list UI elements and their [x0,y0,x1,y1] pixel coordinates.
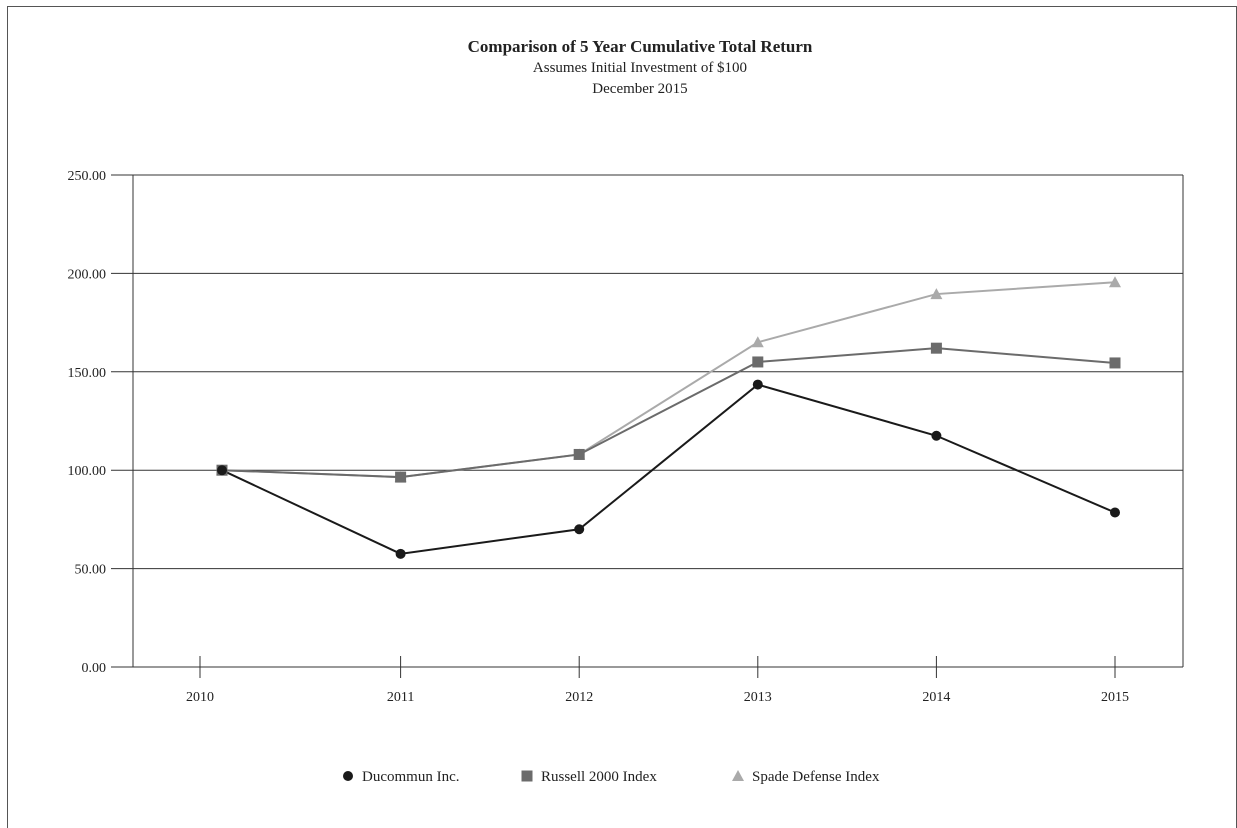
legend-marker [732,770,744,781]
series-line [221,281,1116,479]
chart-subtitle: Assumes Initial Investment of $100 [533,60,747,76]
x-tick-label: 2010 [186,690,214,705]
x-tick-label: 2012 [565,690,593,705]
y-tick-label: 200.00 [68,267,107,282]
series-line [221,347,1116,479]
data-point [931,430,942,441]
data-point [573,448,585,460]
data-point [1109,276,1121,288]
grid-lines [111,174,1183,668]
data-point [217,465,227,476]
data-point [752,379,763,390]
legend-label: Ducommun Inc. [362,769,459,785]
legend-label: Russell 2000 Index [541,769,657,785]
data-point [930,288,943,300]
chart-subtitle-date: December 2015 [592,81,687,97]
series-line [221,383,1116,555]
data-point [395,548,406,559]
x-tick-label: 2015 [1101,690,1129,705]
x-tick-label: 2013 [744,690,772,705]
data-point [751,336,764,348]
y-tick-label: 50.00 [75,563,107,578]
legend-marker [521,770,533,782]
y-tick-label: 150.00 [68,366,107,381]
series-lines [216,276,1121,559]
y-tick-label: 100.00 [68,464,107,479]
axes: 0.00 50.00 100.00 150.00 200.00 250.00 2010 201… [68,169,1184,705]
data-point [395,471,407,483]
x-tick-label: 2011 [387,690,414,705]
legend-label: Spade Defense Index [752,769,880,785]
legend-marker [343,771,353,781]
data-point [1110,507,1120,518]
data-point [574,524,585,535]
data-point [930,342,942,354]
chart-title: Comparison of 5 Year Cumulative Total Re… [468,37,813,56]
y-tick-label: 0.00 [82,661,107,676]
legend: Ducommun Inc. Russell 2000 Index Spade Def… [343,769,880,785]
y-tick-label: 250.00 [68,169,107,184]
data-point [1109,357,1121,369]
x-tick-label: 2014 [922,690,950,705]
data-point [752,356,764,368]
